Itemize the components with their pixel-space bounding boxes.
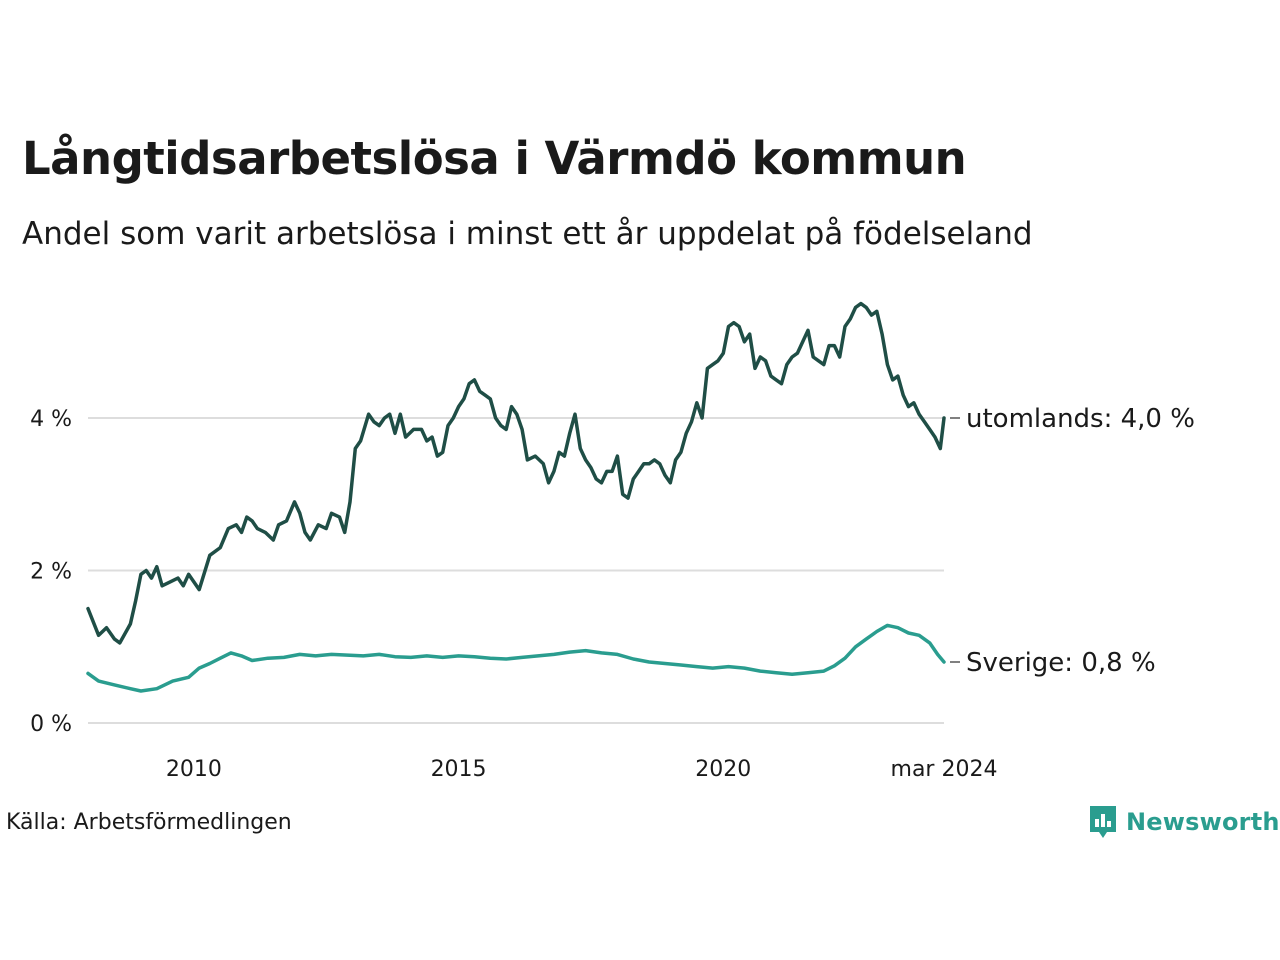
series-end-label: utomlands: 4,0 % bbox=[966, 404, 1195, 434]
chart-title: Långtidsarbetslösa i Värmdö kommun bbox=[22, 132, 967, 185]
y-tick-label: 2 % bbox=[30, 560, 72, 585]
x-tick-label: mar 2024 bbox=[891, 757, 998, 782]
y-tick-label: 0 % bbox=[30, 712, 72, 737]
chart-subtitle: Andel som varit arbetslösa i minst ett å… bbox=[22, 216, 1033, 252]
y-tick-label: 4 % bbox=[30, 407, 72, 432]
newsworthy-logo-icon bbox=[1090, 806, 1116, 838]
brand-name: Newsworthy bbox=[1126, 808, 1280, 836]
source-note: Källa: Arbetsförmedlingen bbox=[6, 810, 292, 835]
brand-logo: Newsworthy bbox=[1088, 804, 1280, 840]
series-line-utomlands bbox=[86, 301, 946, 645]
series-line-sverige bbox=[86, 623, 946, 693]
x-tick-label: 2020 bbox=[695, 757, 751, 782]
series-end-label: Sverige: 0,8 % bbox=[966, 648, 1156, 678]
x-tick-label: 2010 bbox=[166, 757, 222, 782]
x-tick-label: 2015 bbox=[431, 757, 487, 782]
